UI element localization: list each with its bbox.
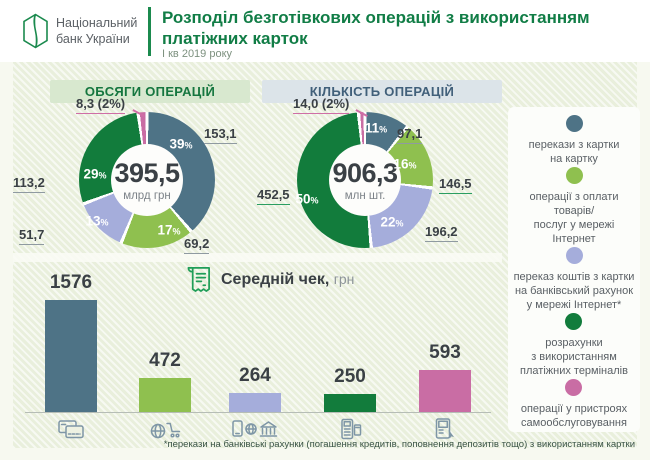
count-total-unit: млн шт. bbox=[344, 190, 386, 202]
bar-value-bank-transfer: 264 bbox=[239, 365, 271, 386]
online-shopping-icon bbox=[135, 416, 195, 442]
header-divider bbox=[148, 7, 151, 56]
volume-total-value: 395,5 bbox=[114, 158, 180, 188]
bar-self-service bbox=[419, 370, 471, 412]
bar-value-terminals: 250 bbox=[334, 366, 366, 387]
bar-card-to-card bbox=[45, 300, 97, 412]
online-bank-transfer-icon bbox=[225, 416, 285, 442]
nbu-logo-icon bbox=[23, 13, 48, 49]
volume-pct-terminals: 29% bbox=[83, 166, 107, 182]
count-pct-bank-transfer: 22% bbox=[380, 214, 404, 230]
nbu-logo: Національний банк України bbox=[22, 13, 137, 49]
count-label-self-service: 14,0 (2%) bbox=[293, 96, 350, 114]
volume-pct-card-to-card: 39% bbox=[169, 136, 193, 152]
count-pct-internet-pay: 16% bbox=[393, 156, 417, 172]
bar-chart-unit: грн bbox=[333, 270, 355, 287]
logo-line-2: банк України bbox=[56, 32, 130, 46]
header: Національний банк України Розподіл безго… bbox=[0, 0, 650, 62]
volume-donut-center: 395,5 млрд грн bbox=[111, 144, 183, 216]
count-label-terminals: 452,5 bbox=[257, 187, 290, 205]
volume-pct-bank-transfer: 13% bbox=[85, 213, 109, 229]
title-line-1: Розподіл безготівкових операцій з викори… bbox=[162, 8, 590, 27]
bar-terminals bbox=[324, 394, 376, 412]
section-divider bbox=[13, 253, 502, 262]
volume-label-internet-pay: 69,2 bbox=[184, 236, 210, 254]
legend-panel: перекази з картки на картку операції з о… bbox=[508, 107, 640, 432]
bar-chart-title: Середній чек, bbox=[221, 270, 330, 288]
count-pct-card-to-card: 11% bbox=[364, 120, 388, 136]
pink-dot-icon bbox=[565, 378, 583, 396]
legend-item-terminals: розрахунки з використанням платіжних тер… bbox=[520, 312, 628, 379]
count-section-badge: КІЛЬКІСТЬ ОПЕРАЦІЙ bbox=[262, 80, 502, 103]
volume-label-card-to-card: 153,1 bbox=[204, 126, 237, 144]
volume-total-unit: млрд грн bbox=[123, 190, 171, 202]
legend-item-internet-pay: операції з оплати товарів/ послуг у мере… bbox=[512, 166, 636, 247]
legend-item-card-to-card: перекази з картки на картку bbox=[529, 115, 619, 167]
slate-dot-icon bbox=[565, 115, 583, 132]
count-pct-terminals: 50% bbox=[295, 191, 319, 207]
volume-section-badge: ОБСЯГИ ОПЕРАЦІЙ bbox=[50, 80, 250, 103]
page-subtitle: І кв 2019 року bbox=[162, 48, 233, 60]
title-line-2: платіжних карток bbox=[162, 28, 308, 48]
count-donut-chart: 906,3 млн шт. bbox=[297, 112, 433, 248]
bar-value-internet-pay: 472 bbox=[149, 350, 181, 371]
dark-green-dot-icon bbox=[565, 312, 583, 330]
bar-value-self-service: 593 bbox=[429, 342, 461, 363]
bar-internet-pay bbox=[139, 378, 191, 412]
payment-cards-icon bbox=[41, 416, 101, 442]
bar-value-card-to-card: 1576 bbox=[49, 272, 93, 293]
volume-pct-internet-pay: 17% bbox=[157, 222, 181, 238]
logo-line-1: Національний bbox=[56, 15, 138, 30]
legend-item-self-service: операції у пристроях самообслуговування bbox=[521, 378, 627, 431]
count-total-value: 906,3 bbox=[332, 158, 398, 188]
volume-label-terminals: 113,2 bbox=[13, 175, 45, 193]
count-label-bank-transfer: 196,2 bbox=[425, 224, 458, 242]
receipt-icon bbox=[187, 267, 210, 292]
volume-label-bank-transfer: 51,7 bbox=[19, 227, 45, 245]
green-dot-icon bbox=[565, 166, 583, 184]
content-area: ОБСЯГИ ОПЕРАЦІЙ КІЛЬКІСТЬ ОПЕРАЦІЙ 395,5… bbox=[13, 62, 640, 450]
count-label-card-to-card: 97,1 bbox=[397, 126, 423, 144]
volume-label-self-service: 8,3 (2%) bbox=[76, 96, 126, 114]
count-label-internet-pay: 146,5 bbox=[439, 176, 472, 194]
lavender-dot-icon bbox=[565, 246, 583, 264]
average-check-title: Середній чек, грн bbox=[185, 264, 354, 295]
count-donut-center: 906,3 млн шт. bbox=[329, 144, 401, 216]
bar-chart-baseline bbox=[25, 412, 491, 413]
pos-terminal-icon bbox=[320, 416, 380, 442]
volume-donut-chart: 395,5 млрд грн bbox=[79, 112, 215, 248]
legend-item-bank-transfer: переказ коштів з картки на банківський р… bbox=[514, 246, 634, 313]
footnote: *перекази на банківські рахунки (погашен… bbox=[163, 439, 635, 450]
page-title: Розподіл безготівкових операцій з викори… bbox=[162, 8, 642, 49]
self-service-device-icon bbox=[415, 416, 475, 442]
nbu-logo-text: Національний банк України bbox=[56, 15, 137, 48]
bar-bank-transfer bbox=[229, 393, 281, 412]
